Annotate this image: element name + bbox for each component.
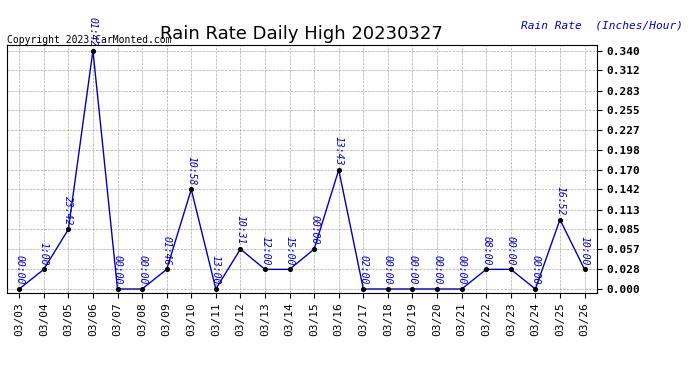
- Text: 01:46: 01:46: [161, 236, 172, 265]
- Point: [333, 167, 344, 173]
- Text: Copyright 2023 CarMonted.com: Copyright 2023 CarMonted.com: [7, 35, 171, 45]
- Text: 00:00: 00:00: [14, 255, 24, 285]
- Point: [63, 226, 74, 232]
- Text: 00:00: 00:00: [457, 255, 466, 285]
- Point: [530, 286, 541, 292]
- Text: 00:00: 00:00: [137, 255, 147, 285]
- Text: 23:42: 23:42: [63, 196, 73, 225]
- Point: [14, 286, 25, 292]
- Point: [161, 266, 172, 272]
- Text: 01:42: 01:42: [88, 17, 98, 46]
- Point: [88, 48, 99, 54]
- Text: 00:00: 00:00: [506, 236, 516, 265]
- Point: [481, 266, 492, 272]
- Text: 13:00: 13:00: [211, 255, 221, 285]
- Text: 10:58: 10:58: [186, 156, 196, 185]
- Text: 08:00: 08:00: [481, 236, 491, 265]
- Text: 00:00: 00:00: [408, 255, 417, 285]
- Text: 16:52: 16:52: [555, 186, 565, 215]
- Point: [186, 186, 197, 192]
- Point: [235, 246, 246, 252]
- Point: [259, 266, 270, 272]
- Text: 12:00: 12:00: [260, 236, 270, 265]
- Text: 00:00: 00:00: [309, 216, 319, 245]
- Title: Rain Rate Daily High 20230327: Rain Rate Daily High 20230327: [161, 26, 443, 44]
- Text: 1:00: 1:00: [39, 242, 49, 265]
- Point: [38, 266, 49, 272]
- Point: [382, 286, 393, 292]
- Text: 10:31: 10:31: [235, 216, 246, 245]
- Text: 00:00: 00:00: [531, 255, 540, 285]
- Point: [407, 286, 418, 292]
- Point: [358, 286, 369, 292]
- Point: [505, 266, 516, 272]
- Point: [137, 286, 148, 292]
- Text: 00:00: 00:00: [112, 255, 123, 285]
- Text: 15:00: 15:00: [284, 236, 295, 265]
- Point: [210, 286, 221, 292]
- Text: 13:43: 13:43: [334, 136, 344, 166]
- Point: [112, 286, 123, 292]
- Point: [456, 286, 467, 292]
- Point: [284, 266, 295, 272]
- Text: 00:00: 00:00: [383, 255, 393, 285]
- Point: [555, 217, 566, 223]
- Text: 02:00: 02:00: [358, 255, 368, 285]
- Point: [431, 286, 442, 292]
- Point: [579, 266, 590, 272]
- Point: [308, 246, 319, 252]
- Text: 00:00: 00:00: [432, 255, 442, 285]
- Text: 10:00: 10:00: [580, 236, 589, 265]
- Text: Rain Rate  (Inches/Hour): Rain Rate (Inches/Hour): [521, 20, 683, 30]
